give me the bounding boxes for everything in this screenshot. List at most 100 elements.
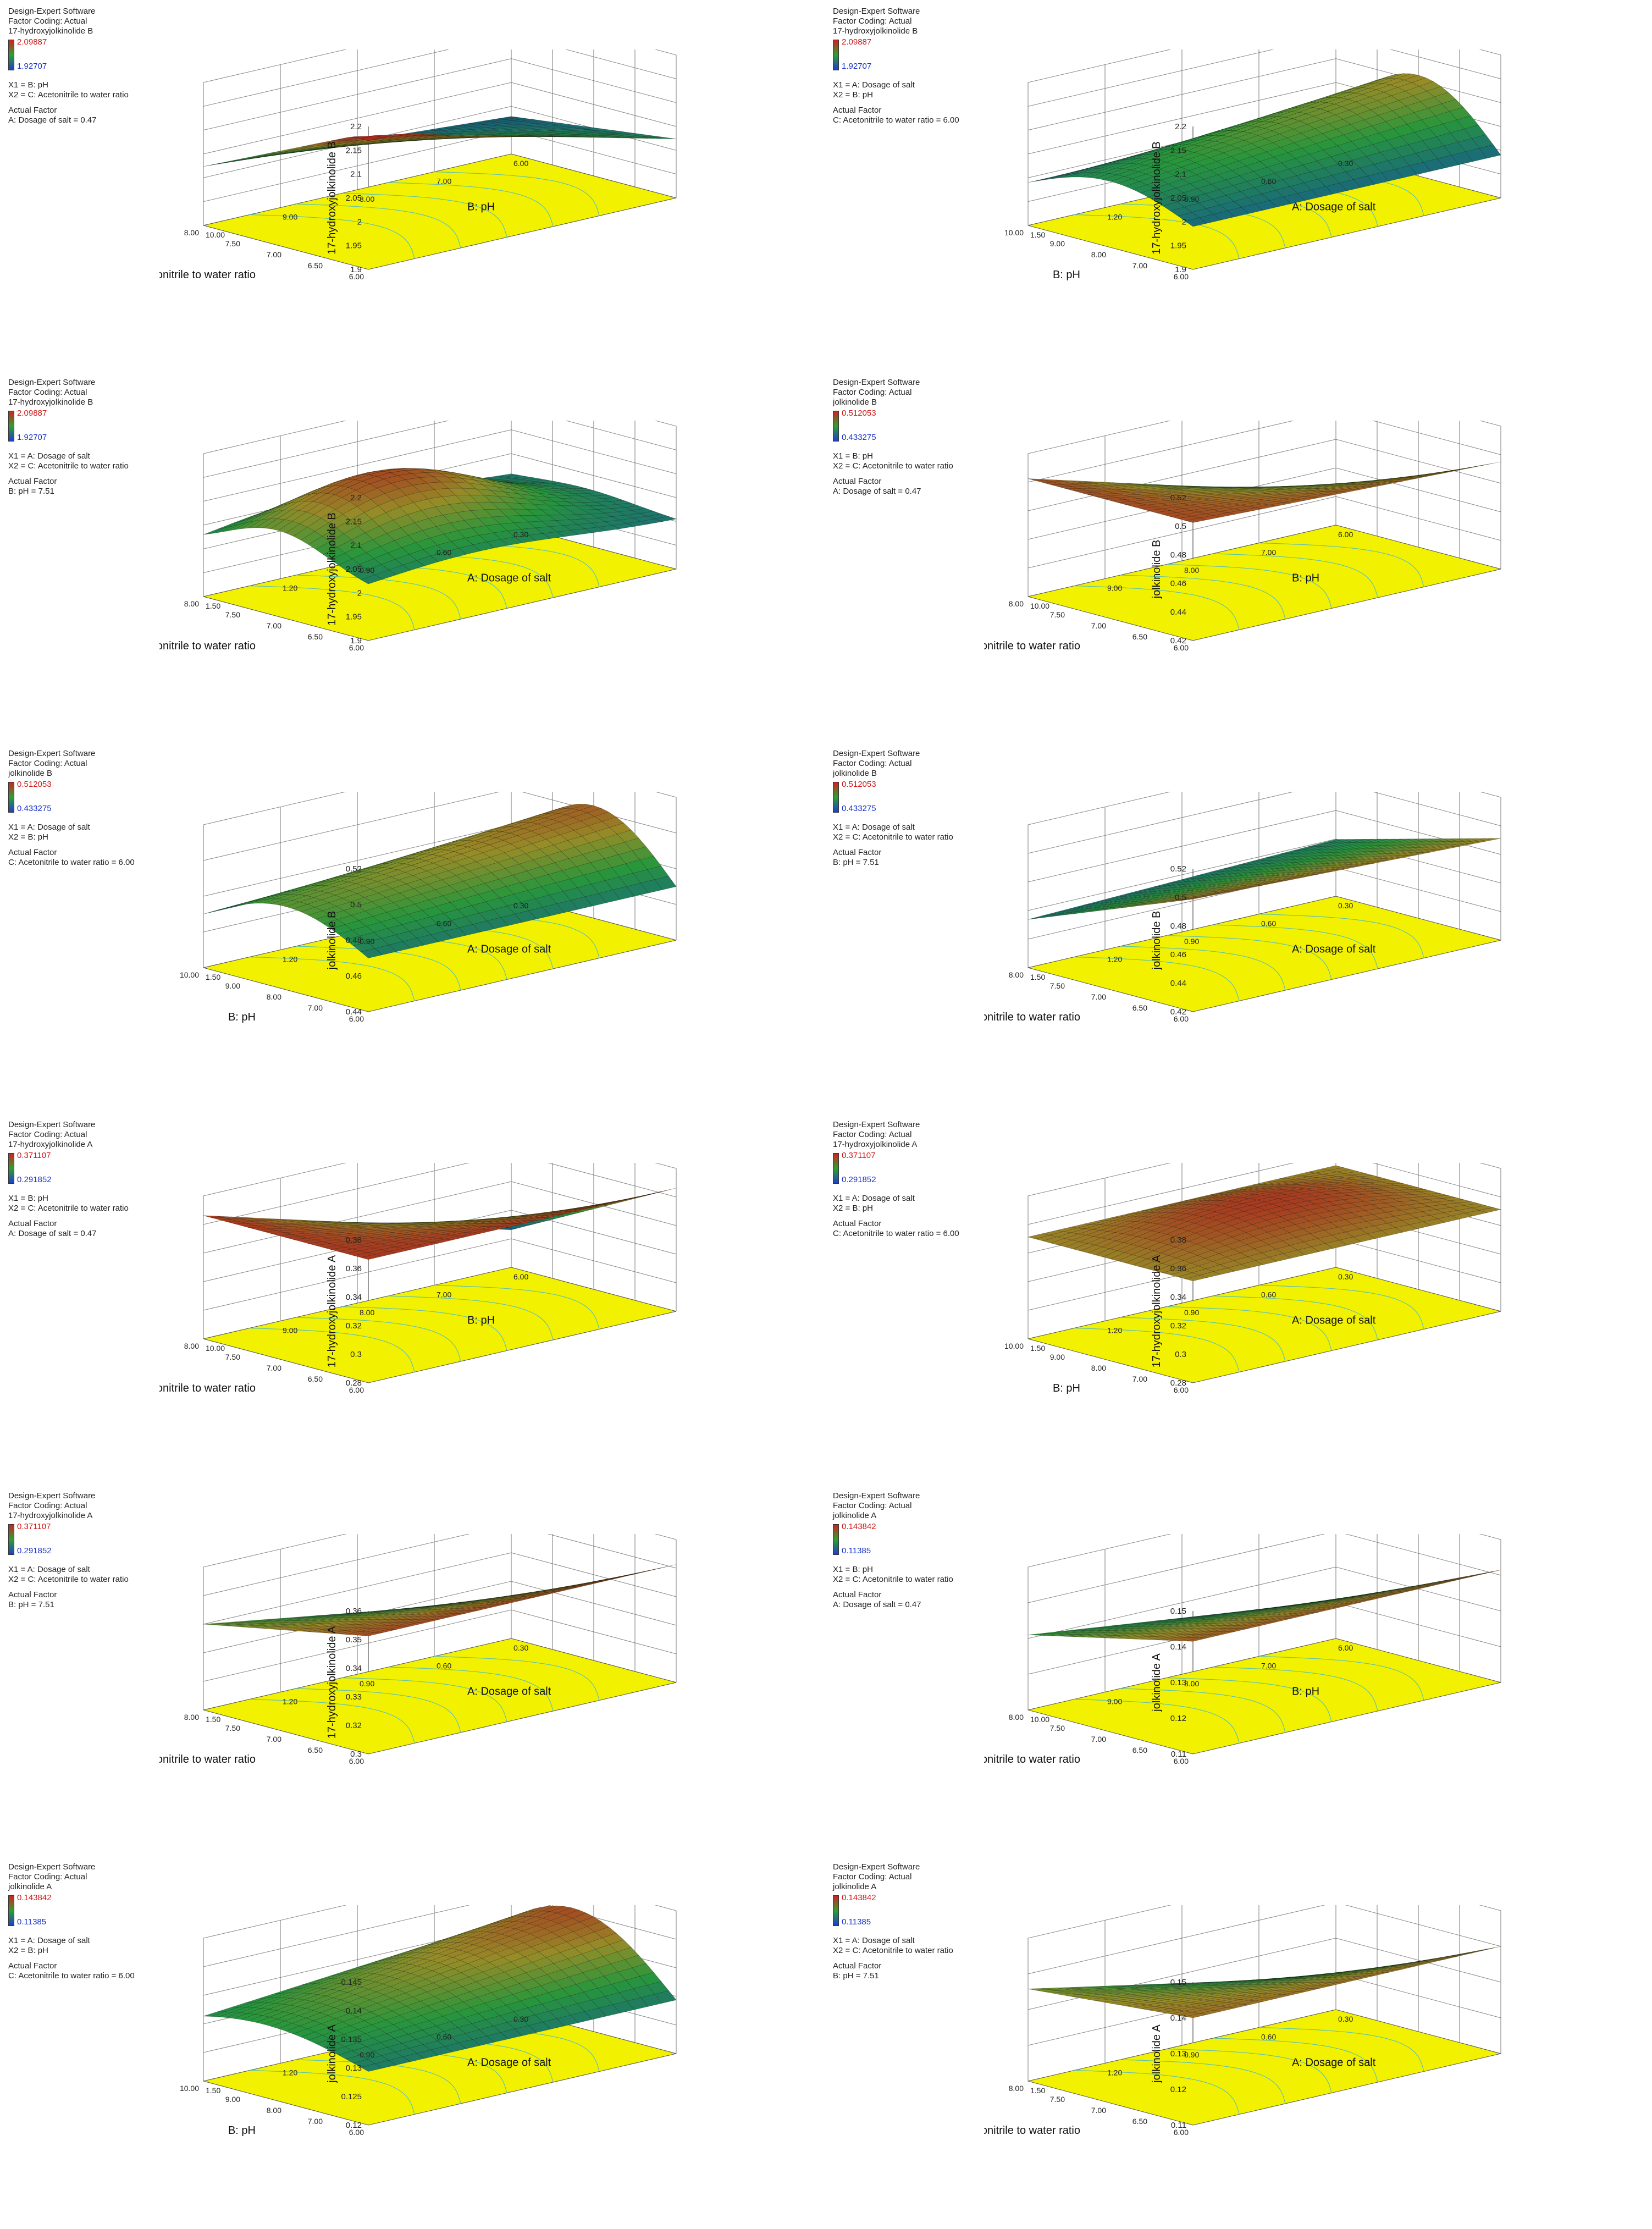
actual-factor-value: C: Acetonitrile to water ratio = 6.00 [8,858,135,867]
actual-factor-header: Actual Factor [8,848,57,857]
x2-factor: X2 = C: Acetonitrile to water ratio [8,1575,129,1584]
surface-plot: 0.38 0.36 0.34 0.32 0.3 0.28 17-hydroxyjolkino… [1004,1163,1501,1394]
z-tick-label: 2.1 [1175,170,1186,179]
x-tick-label: 7.00 [1091,1735,1106,1744]
y-axis-title: A: Dosage of salt [467,944,551,956]
z-tick-label: 2.2 [350,493,362,503]
contour-base-plane [203,1267,677,1383]
y-tick-label: 1.20 [283,955,297,964]
contour-line [295,575,461,620]
software-label: Design-Expert Software [833,749,920,758]
y-tick-label: 10.00 [1030,602,1049,610]
z-tick-label: 0.13 [346,2064,362,2073]
y-tick-label: 7.00 [437,1290,451,1299]
factor-coding-label: Factor Coding: Actual [833,759,912,768]
response-name: jolkinolide B [8,769,53,778]
z-tick-label: 1.95 [346,613,362,622]
y-tick-label: 1.50 [206,1715,220,1724]
surface-plot: 0.52 0.5 0.48 0.46 0.44 jolkinolide B 6.00 7.00… [180,792,677,1023]
x-tick-label: 6.00 [1174,643,1189,652]
software-label: Design-Expert Software [8,749,96,758]
y-tick-label: 6.00 [1338,530,1353,539]
z-axis-title: 17-hydroxyjolkinolide B [1151,141,1163,255]
contour-line [1166,935,1332,980]
z-tick-label: 0.34 [1170,1293,1186,1302]
z-axis-title: jolkinolide B [1151,540,1163,599]
response-surface [1027,1946,1501,2018]
contour-line [249,585,415,630]
y-axis-title: A: Dosage of salt [1292,1315,1376,1327]
z-gridline [203,1163,677,1225]
z-tick-label: 1.9 [1175,265,1186,274]
software-label: Design-Expert Software [8,7,96,16]
y-tick-label: 1.50 [206,602,220,610]
z-axis-title: 17-hydroxyjolkinolide A [1151,1255,1163,1367]
software-label: Design-Expert Software [833,7,920,16]
y-tick-label: 0.30 [513,530,528,539]
color-scale-min: 0.11385 [842,1917,871,1927]
actual-factor-value: B: pH = 7.51 [833,858,879,867]
software-label: Design-Expert Software [833,1491,920,1500]
contour-line [1074,585,1240,630]
z-tick-label: 2.1 [350,170,362,179]
factor-coding-label: Factor Coding: Actual [833,1130,912,1139]
z-gridline [203,106,677,178]
actual-factor-value: B: pH = 7.51 [8,1600,54,1609]
x-tick-label: 8.00 [1091,1364,1106,1372]
x2-factor: X2 = C: Acetonitrile to water ratio [833,1575,953,1584]
actual-factor-header: Actual Factor [833,1590,882,1599]
contour-line [1120,1317,1286,1362]
legend-block: Design-Expert Software Factor Coding: Act… [833,378,953,496]
y-tick-label: 0.90 [360,2050,374,2059]
z-tick-label: 0.44 [1170,979,1186,988]
surface-plot: 0.15 0.14 0.13 0.12 0.11 jolkinolide A 6.00 6.5… [984,1534,1501,1765]
y-tick-label: 0.60 [437,919,451,928]
legend-block: Design-Expert Software Factor Coding: Act… [8,749,135,868]
y-tick-label: 0.90 [1184,937,1199,946]
y-tick-label: 0.60 [1261,177,1276,186]
z-gridline [1027,792,1501,854]
contour-line [1212,2038,1378,2083]
z-gridline [203,421,677,478]
surface-plot: 0.52 0.5 0.48 0.46 0.44 0.42 jolkinolide B 6.00… [984,421,1501,652]
x2-factor: X2 = C: Acetonitrile to water ratio [8,461,129,471]
x-axis-title: B: pH [228,1011,256,1023]
x2-factor: X2 = B: pH [833,1204,873,1213]
z-gridline [203,82,677,155]
x2-factor: X2 = C: Acetonitrile to water ratio [8,1204,129,1213]
z-gridline [1027,792,1501,825]
x1-factor: X1 = A: Dosage of salt [833,823,915,832]
y-tick-label: 1.20 [1107,1326,1122,1335]
x-tick-label: 7.50 [1050,2095,1065,2104]
factor-coding-label: Factor Coding: Actual [8,388,87,397]
actual-factor-value: A: Dosage of salt = 0.47 [8,1229,97,1238]
y-tick-label: 0.90 [1184,2050,1199,2059]
y-tick-label: 1.20 [283,2068,297,2077]
x-tick-label: 7.50 [225,610,240,619]
legend-block: Design-Expert Software Factor Coding: Act… [833,1491,953,1610]
z-tick-label: 0.145 [341,1978,362,1987]
z-gridline [203,49,677,107]
color-scale-bar [833,411,839,442]
x1-factor: X1 = A: Dosage of salt [8,1936,90,1945]
legend-block: Design-Expert Software Factor Coding: Act… [8,1120,129,1239]
x-tick-label: 6.50 [1132,632,1147,641]
z-tick-label: 0.5 [350,900,362,909]
z-axis-title: 17-hydroxyjolkinolide B [326,141,338,255]
response-surface [1027,461,1501,523]
software-label: Design-Expert Software [8,1491,96,1500]
z-gridline [1027,1534,1501,1568]
x-axis-title: C: Acetonitrile to water ratio [159,640,256,652]
color-scale-min: 0.291852 [17,1546,52,1555]
y-tick-label: 0.60 [1261,919,1276,928]
actual-factor-header: Actual Factor [833,1961,882,1971]
y-axis-title: A: Dosage of salt [1292,944,1376,956]
z-gridline [1027,49,1501,107]
legend-block: Design-Expert Software Factor Coding: Act… [833,1120,959,1239]
contour-line [1212,1295,1378,1340]
contour-line [1212,553,1378,598]
z-gridline [1027,1534,1501,1603]
color-scale-max: 0.512053 [842,780,876,789]
surface-plot: 2.2 2.15 2.1 2.05 2 1.95 1.9 17-hydroxyjolkinol… [159,421,677,652]
x-tick-label: 7.00 [308,1003,323,1012]
